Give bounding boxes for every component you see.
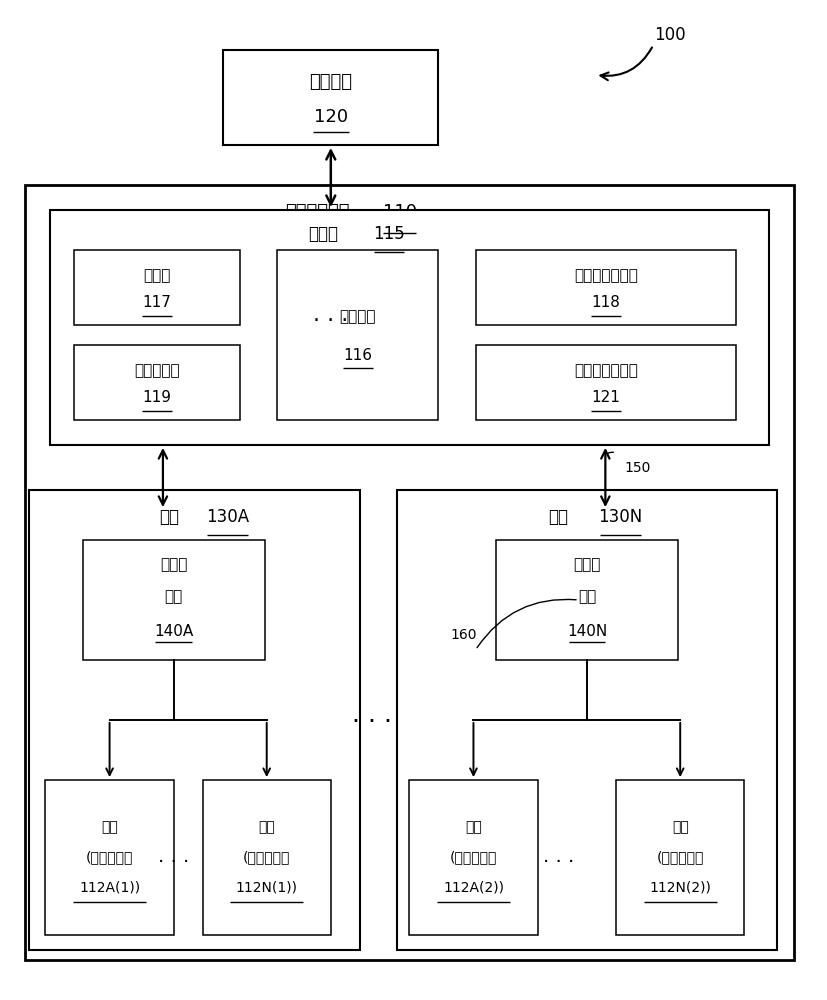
Text: 存储器管理组件: 存储器管理组件 bbox=[574, 363, 638, 378]
Text: 主机系统: 主机系统 bbox=[309, 73, 352, 91]
FancyBboxPatch shape bbox=[74, 345, 240, 420]
FancyBboxPatch shape bbox=[45, 780, 174, 935]
FancyBboxPatch shape bbox=[476, 250, 736, 325]
FancyBboxPatch shape bbox=[83, 540, 265, 660]
FancyBboxPatch shape bbox=[397, 490, 777, 950]
Text: (存储器组件: (存储器组件 bbox=[243, 850, 290, 864]
FancyBboxPatch shape bbox=[50, 210, 769, 445]
Text: . . .: . . . bbox=[158, 848, 189, 866]
Text: (存储器组件: (存储器组件 bbox=[86, 850, 133, 864]
Text: (存储器组件: (存储器组件 bbox=[657, 850, 704, 864]
Text: 本地存储器: 本地存储器 bbox=[134, 363, 180, 378]
Text: 媒体: 媒体 bbox=[465, 820, 482, 834]
Text: 100: 100 bbox=[654, 26, 686, 44]
FancyBboxPatch shape bbox=[74, 250, 240, 325]
Text: 112A(2)): 112A(2)) bbox=[443, 880, 504, 894]
FancyBboxPatch shape bbox=[409, 780, 538, 935]
Text: 110: 110 bbox=[383, 203, 417, 221]
Text: 存储器子系统: 存储器子系统 bbox=[284, 203, 349, 221]
Text: 组件: 组件 bbox=[578, 589, 596, 604]
FancyBboxPatch shape bbox=[476, 345, 736, 420]
Text: 117: 117 bbox=[143, 295, 171, 310]
Text: 140A: 140A bbox=[154, 624, 194, 639]
Text: 121: 121 bbox=[591, 390, 620, 405]
Text: 120: 120 bbox=[313, 108, 348, 126]
Text: 118: 118 bbox=[591, 295, 620, 310]
Text: 160: 160 bbox=[451, 628, 477, 642]
Text: 媒体: 媒体 bbox=[101, 820, 118, 834]
FancyBboxPatch shape bbox=[29, 490, 360, 950]
Text: . . .: . . . bbox=[543, 848, 574, 866]
Text: 定序器: 定序器 bbox=[573, 557, 601, 572]
Text: 150: 150 bbox=[624, 461, 651, 475]
Text: (存储器组件: (存储器组件 bbox=[450, 850, 497, 864]
Text: 组件: 组件 bbox=[165, 589, 183, 604]
Text: 错误组件: 错误组件 bbox=[339, 310, 376, 325]
Text: 定序器: 定序器 bbox=[160, 557, 188, 572]
Text: 115: 115 bbox=[373, 225, 405, 243]
FancyBboxPatch shape bbox=[496, 540, 678, 660]
Text: . . .: . . . bbox=[313, 305, 348, 325]
Text: 130A: 130A bbox=[206, 508, 249, 526]
Text: . . .: . . . bbox=[352, 703, 392, 727]
FancyBboxPatch shape bbox=[25, 185, 794, 960]
FancyBboxPatch shape bbox=[616, 780, 744, 935]
Text: 存储器映射组件: 存储器映射组件 bbox=[574, 268, 638, 283]
Text: 130N: 130N bbox=[598, 508, 643, 526]
Text: 媒体: 媒体 bbox=[258, 820, 275, 834]
Text: 116: 116 bbox=[343, 348, 372, 363]
Text: 112A(1)): 112A(1)) bbox=[79, 880, 140, 894]
FancyBboxPatch shape bbox=[203, 780, 331, 935]
Text: 112N(1)): 112N(1)) bbox=[236, 880, 298, 894]
Text: 封装: 封装 bbox=[548, 508, 568, 526]
Text: 119: 119 bbox=[142, 390, 172, 405]
Text: 控制器: 控制器 bbox=[308, 225, 338, 243]
FancyBboxPatch shape bbox=[277, 250, 438, 420]
Text: 处理器: 处理器 bbox=[143, 268, 171, 283]
Text: 封装: 封装 bbox=[160, 508, 179, 526]
Text: 112N(2)): 112N(2)) bbox=[649, 880, 711, 894]
Text: 媒体: 媒体 bbox=[672, 820, 689, 834]
FancyBboxPatch shape bbox=[223, 50, 438, 145]
Text: 140N: 140N bbox=[567, 624, 607, 639]
